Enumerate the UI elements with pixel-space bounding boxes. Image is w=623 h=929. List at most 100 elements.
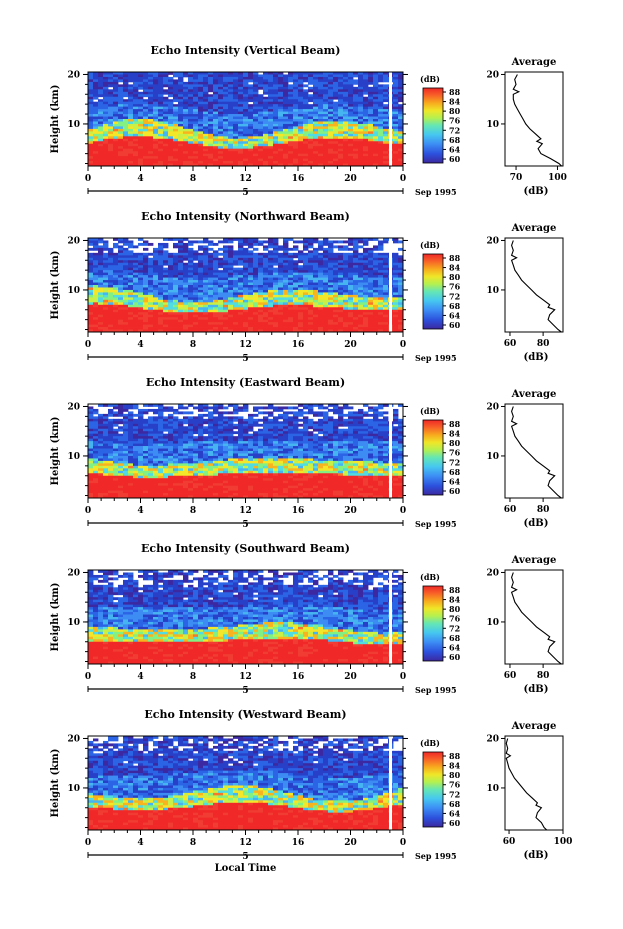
colorbar-tick-label: 60 <box>449 154 461 164</box>
colorbar-tick-label: 72 <box>449 789 460 799</box>
y-axis-label: Height (km) <box>50 251 61 320</box>
average-x-label: (dB) <box>524 352 549 363</box>
average-y-tick-label: 10 <box>486 784 499 794</box>
y-tick-label: 10 <box>67 286 80 296</box>
date-day: 5 <box>242 520 248 530</box>
colorbar-tick-label: 72 <box>449 457 460 467</box>
average-x-tick-label: 60 <box>503 837 516 847</box>
colorbar-tick-label: 88 <box>449 87 461 97</box>
x-tick-label: 8 <box>190 506 196 516</box>
average-x-tick-label: 80 <box>537 339 550 349</box>
average-frame <box>504 569 564 665</box>
colorbar-label: (dB) <box>420 738 440 748</box>
average-y-tick-label: 20 <box>486 734 499 744</box>
colorbar-tick-label: 84 <box>449 97 461 107</box>
x-tick-label: 0 <box>400 838 406 848</box>
average-y-tick-label: 20 <box>486 402 499 412</box>
colorbar-tick-label: 60 <box>449 818 461 828</box>
average-title: Average <box>511 57 557 68</box>
colorbar-tick-label: 72 <box>449 623 460 633</box>
colorbar-label: (dB) <box>420 572 440 582</box>
panel-title: Echo Intensity (Westward Beam) <box>144 708 346 721</box>
x-tick-label: 4 <box>137 838 143 848</box>
colorbar <box>422 87 444 164</box>
average-y-tick-label: 20 <box>486 70 499 80</box>
date-label: Sep 1995 <box>415 353 457 363</box>
colorbar-tick-label: 72 <box>449 291 460 301</box>
average-y-tick-label: 10 <box>486 120 499 130</box>
colorbar-tick-label: 60 <box>449 652 461 662</box>
x-tick-label: 4 <box>137 672 143 682</box>
colorbar-tick-label: 84 <box>449 429 461 439</box>
x-tick-label: 8 <box>190 174 196 184</box>
average-title: Average <box>511 555 557 566</box>
x-tick-label: 4 <box>137 174 143 184</box>
colorbar-tick-label: 64 <box>449 144 461 154</box>
x-axis-label: Local Time <box>215 863 277 874</box>
colorbar-label: (dB) <box>420 74 440 84</box>
average-x-tick-label: 60 <box>504 505 517 515</box>
y-tick-label: 10 <box>67 618 80 628</box>
heatmap-image <box>88 570 404 665</box>
colorbar-tick-label: 64 <box>449 476 461 486</box>
y-tick-label: 10 <box>67 784 80 794</box>
y-tick-label: 10 <box>67 120 80 130</box>
colorbar-tick-label: 68 <box>449 135 461 145</box>
colorbar-tick-label: 64 <box>449 642 461 652</box>
average-profile-line <box>512 74 562 167</box>
average-x-label: (dB) <box>524 684 549 695</box>
average-frame <box>504 237 564 333</box>
colorbar-label: (dB) <box>420 406 440 416</box>
date-day: 5 <box>242 852 248 862</box>
colorbar-tick-label: 80 <box>449 438 461 448</box>
colorbar-tick-label: 72 <box>449 125 460 135</box>
date-label: Sep 1995 <box>415 685 457 695</box>
y-tick-label: 10 <box>67 452 80 462</box>
x-tick-label: 12 <box>239 340 252 350</box>
colorbar-tick-label: 84 <box>449 595 461 605</box>
colorbar-tick-label: 76 <box>449 614 461 624</box>
panel-4: Echo Intensity (Southward Beam) 10 20 Heigh… <box>50 542 564 696</box>
x-tick-label: 8 <box>190 672 196 682</box>
heatmap-image <box>88 238 404 333</box>
average-profile-line <box>510 406 562 499</box>
colorbar-tick-label: 64 <box>449 808 461 818</box>
colorbar-tick-label: 80 <box>449 106 461 116</box>
panel-3: Echo Intensity (Eastward Beam) 10 20 Height… <box>50 376 564 530</box>
average-profile-line <box>510 240 562 333</box>
colorbar-tick-label: 68 <box>449 633 461 643</box>
x-tick-label: 20 <box>344 838 357 848</box>
average-x-tick-label: 80 <box>537 505 550 515</box>
colorbar-tick-label: 84 <box>449 761 461 771</box>
date-day: 5 <box>242 354 248 364</box>
colorbar <box>422 751 444 828</box>
y-tick-label: 20 <box>67 70 80 80</box>
x-tick-label: 12 <box>239 174 252 184</box>
x-tick-label: 20 <box>344 506 357 516</box>
x-tick-label: 0 <box>400 174 406 184</box>
date-label: Sep 1995 <box>415 187 457 197</box>
average-y-tick-label: 20 <box>486 568 499 578</box>
x-tick-label: 16 <box>292 174 305 184</box>
y-tick-label: 20 <box>67 568 80 578</box>
date-label: Sep 1995 <box>415 519 457 529</box>
x-tick-label: 12 <box>239 838 252 848</box>
average-x-tick-label: 100 <box>548 173 567 183</box>
date-day: 5 <box>242 686 248 696</box>
colorbar <box>422 585 444 662</box>
x-tick-label: 0 <box>400 506 406 516</box>
y-tick-label: 20 <box>67 402 80 412</box>
average-y-tick-label: 10 <box>486 286 499 296</box>
average-profile-line <box>510 572 562 665</box>
colorbar-tick-label: 76 <box>449 780 461 790</box>
average-x-tick-label: 70 <box>510 173 523 183</box>
colorbar-tick-label: 88 <box>449 585 461 595</box>
x-tick-label: 4 <box>137 506 143 516</box>
x-tick-label: 0 <box>85 340 91 350</box>
colorbar-tick-label: 80 <box>449 604 461 614</box>
colorbar-tick-label: 84 <box>449 263 461 273</box>
panel-title: Echo Intensity (Vertical Beam) <box>150 44 340 57</box>
x-tick-label: 16 <box>292 672 305 682</box>
average-title: Average <box>511 721 557 732</box>
